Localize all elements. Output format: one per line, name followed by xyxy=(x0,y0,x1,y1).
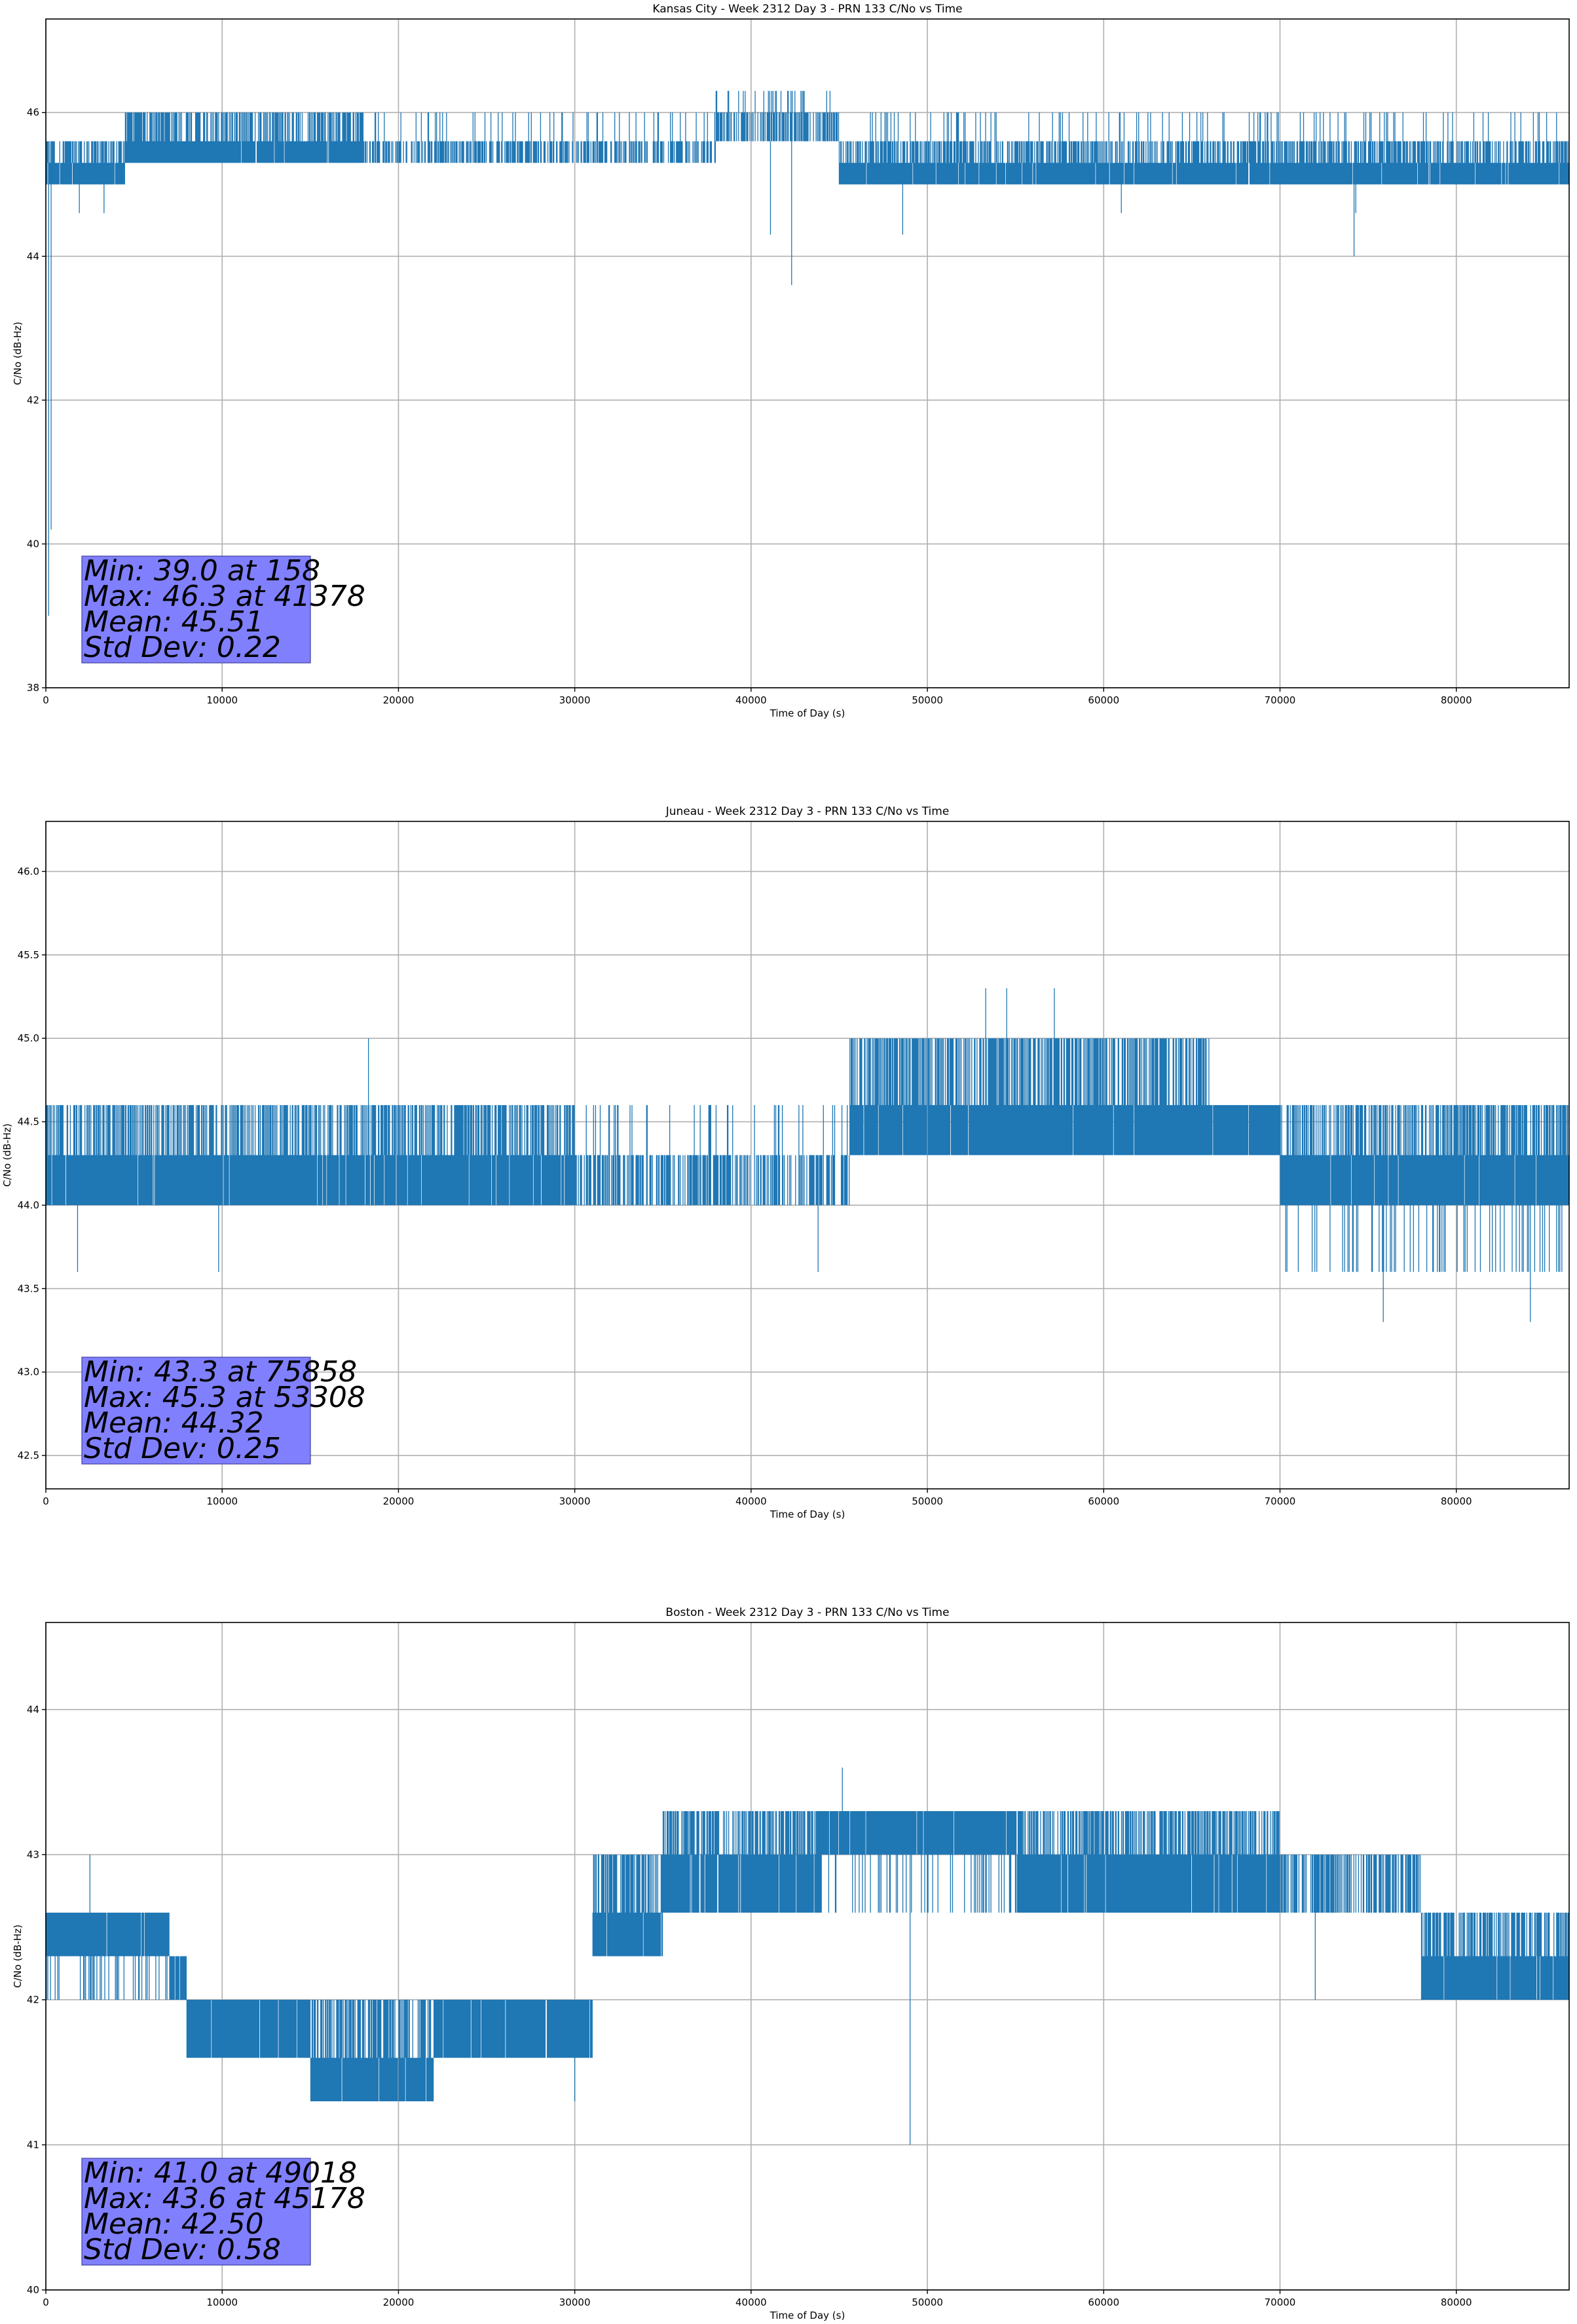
x-tick-label: 70000 xyxy=(1265,694,1296,706)
x-tick-label: 40000 xyxy=(735,2296,767,2308)
chart-title: Kansas City - Week 2312 Day 3 - PRN 133 … xyxy=(652,3,962,16)
x-tick-label: 50000 xyxy=(912,1495,943,1507)
stats-line: Std Dev: 0.22 xyxy=(84,631,281,664)
y-axis-label: C/No (dB-Hz) xyxy=(12,322,24,385)
stats-line: Min: 43.3 at 75858 xyxy=(84,1355,357,1389)
plot-frame xyxy=(45,821,1570,1490)
chart-title: Boston - Week 2312 Day 3 - PRN 133 C/No … xyxy=(665,1606,949,1619)
x-axis: 0 10000 20000 30000 40000 50000 60000 70000 8000… xyxy=(43,2290,1472,2308)
stats-line: Mean: 45.51 xyxy=(84,605,264,639)
x-tick-label: 30000 xyxy=(559,1495,591,1507)
x-axis: 0 10000 20000 30000 40000 50000 60000 70000 8000… xyxy=(43,1489,1472,1507)
stats-line: Min: 41.0 at 49018 xyxy=(84,2156,357,2190)
x-axis-label: Time of Day (s) xyxy=(770,1509,845,1520)
y-tick-label: 42 xyxy=(27,394,39,406)
chart-title: Juneau - Week 2312 Day 3 - PRN 133 C/No … xyxy=(665,805,950,818)
x-tick-label: 50000 xyxy=(912,2296,943,2308)
x-axis: 0 10000 20000 30000 40000 50000 60000 70000 8000… xyxy=(43,688,1472,706)
stats-line: Min: 39.0 at 158 xyxy=(84,554,320,588)
y-axis-label: C/No (dB-Hz) xyxy=(1,1123,13,1187)
series-band xyxy=(45,1038,1569,1272)
stats-line: Max: 45.3 at 53308 xyxy=(84,1381,365,1414)
y-tick-label: 40 xyxy=(27,538,39,550)
x-tick-label: 10000 xyxy=(206,694,238,706)
y-tick-label: 44 xyxy=(27,250,39,262)
plot-frame xyxy=(45,18,1570,688)
y-axis-label: C/No (dB-Hz) xyxy=(12,1924,24,1988)
y-tick-label: 42.5 xyxy=(18,1450,39,1461)
y-tick-label: 40 xyxy=(27,2284,39,2296)
x-tick-label: 10000 xyxy=(206,1495,238,1507)
x-tick-label: 70000 xyxy=(1265,1495,1296,1507)
y-tick-label: 41 xyxy=(27,2139,39,2150)
stats-line: Std Dev: 0.25 xyxy=(84,1432,281,1465)
x-tick-label: 20000 xyxy=(383,2296,415,2308)
x-tick-label: 60000 xyxy=(1088,1495,1119,1507)
y-tick-label: 45.0 xyxy=(18,1032,39,1044)
x-tick-label: 40000 xyxy=(735,694,767,706)
plot-frame xyxy=(45,1622,1570,2291)
chart-panel-2: Juneau - Week 2312 Day 3 - PRN 133 C/No … xyxy=(1,805,1570,1520)
x-tick-label: 60000 xyxy=(1088,2296,1119,2308)
chart-panel-3: Boston - Week 2312 Day 3 - PRN 133 C/No … xyxy=(12,1606,1570,2321)
x-tick-label: 70000 xyxy=(1265,2296,1296,2308)
x-tick-label: 50000 xyxy=(912,694,943,706)
x-tick-label: 60000 xyxy=(1088,694,1119,706)
x-tick-label: 80000 xyxy=(1441,694,1472,706)
y-axis: 38 40 42 44 46 xyxy=(27,107,46,694)
stats-box-background xyxy=(81,555,311,664)
x-tick-label: 30000 xyxy=(559,694,591,706)
y-tick-label: 46.0 xyxy=(18,865,39,877)
y-tick-label: 44.0 xyxy=(18,1199,39,1211)
x-tick-label: 40000 xyxy=(735,1495,767,1507)
series-line xyxy=(45,1767,1569,2145)
y-tick-label: 42 xyxy=(27,1994,39,2006)
x-tick-label: 80000 xyxy=(1441,2296,1472,2308)
y-tick-label: 43.5 xyxy=(18,1283,39,1294)
stats-line: Std Dev: 0.58 xyxy=(84,2233,281,2266)
stats-line: Mean: 44.32 xyxy=(84,1406,264,1440)
y-tick-label: 44 xyxy=(27,1704,39,1715)
x-tick-label: 0 xyxy=(43,2296,49,2308)
x-tick-label: 80000 xyxy=(1441,1495,1472,1507)
chart-panel-1: Kansas City - Week 2312 Day 3 - PRN 133 … xyxy=(12,3,1570,719)
y-axis: 40 41 42 43 44 xyxy=(27,1704,46,2296)
x-tick-label: 0 xyxy=(43,1495,49,1507)
y-tick-label: 46 xyxy=(27,107,39,119)
x-axis-label: Time of Day (s) xyxy=(770,2310,845,2321)
y-tick-label: 45.5 xyxy=(18,949,39,961)
stats-box-background xyxy=(81,1357,311,1465)
y-tick-label: 43 xyxy=(27,1848,39,1860)
x-tick-label: 20000 xyxy=(383,1495,415,1507)
x-axis-label: Time of Day (s) xyxy=(770,707,845,719)
series-line xyxy=(45,90,1569,616)
stats-line: Max: 43.6 at 45178 xyxy=(84,2182,365,2215)
y-tick-label: 38 xyxy=(27,682,39,694)
series-line xyxy=(45,988,1569,1322)
y-tick-label: 44.5 xyxy=(18,1116,39,1128)
x-tick-label: 20000 xyxy=(383,694,415,706)
series-band xyxy=(45,90,1569,185)
stats-box-background xyxy=(81,2158,311,2266)
y-axis: 42.5 43.0 43.5 44.0 44.5 45.0 45.5 46.0 xyxy=(18,865,46,1461)
x-tick-label: 10000 xyxy=(206,2296,238,2308)
x-tick-label: 30000 xyxy=(559,2296,591,2308)
stats-line: Max: 46.3 at 41378 xyxy=(84,580,365,613)
stats-line: Mean: 42.50 xyxy=(84,2207,264,2241)
y-tick-label: 43.0 xyxy=(18,1366,39,1378)
x-tick-label: 0 xyxy=(43,694,49,706)
